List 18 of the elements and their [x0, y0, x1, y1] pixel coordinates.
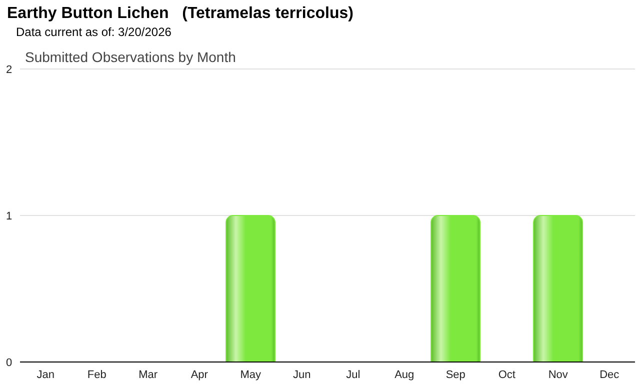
chart-subtitle: Data current as of: 3/20/2026 [16, 25, 172, 39]
x-tick-label: Jan [36, 368, 54, 381]
x-tick-label: Jul [346, 368, 360, 381]
x-tick-label: Mar [138, 368, 158, 381]
text: Submitted Observations by Month [25, 49, 236, 65]
y-tick-label: 2 [6, 64, 12, 76]
x-tick-label: Dec [600, 368, 620, 381]
x-tick-label: May [240, 368, 262, 381]
x-tick-label: Aug [394, 368, 414, 381]
x-tick-label: Oct [498, 368, 516, 381]
chart-title: Earthy Button Lichen (Tetramelas terricolus) [7, 5, 354, 23]
x-tick-label: Apr [190, 368, 208, 381]
x-tick-label: Nov [548, 368, 568, 381]
y-tick-label: 0 [6, 356, 12, 369]
x-tick-label: Jun [293, 368, 311, 381]
x-tick-label: Sep [446, 368, 466, 381]
y-tick-label: 1 [6, 210, 12, 222]
x-tick-label: Feb [87, 368, 106, 381]
